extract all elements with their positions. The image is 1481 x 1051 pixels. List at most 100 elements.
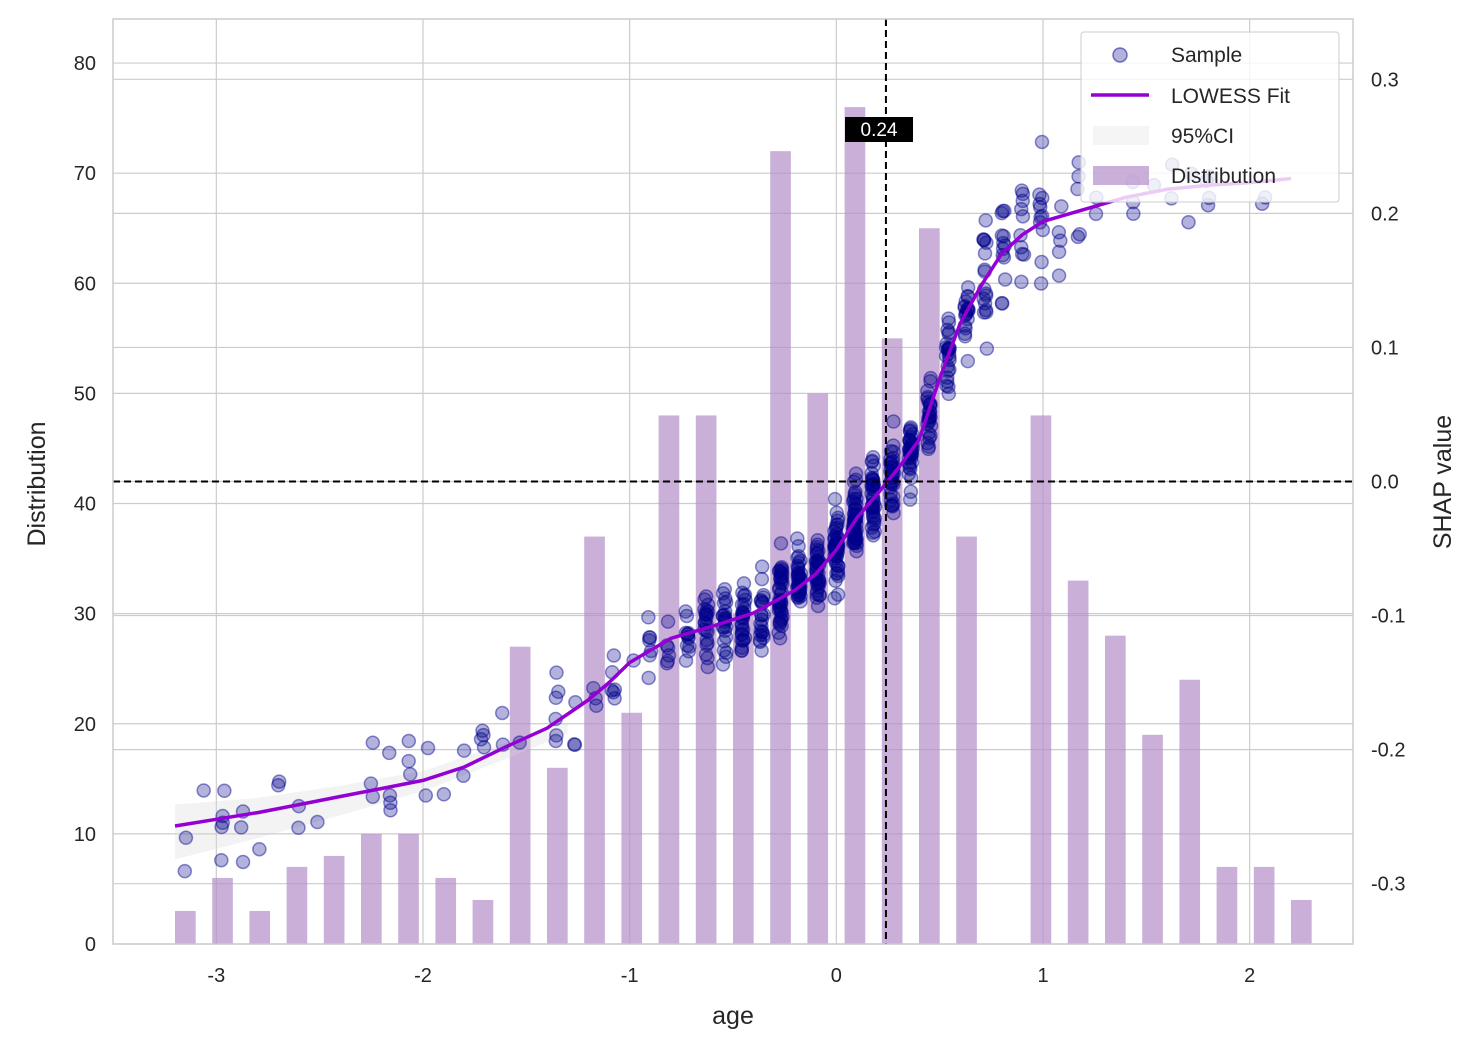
sample-point: [978, 288, 994, 303]
sample-point: [883, 492, 899, 508]
sample-point: [735, 622, 751, 637]
legend-sample-marker: [1112, 47, 1128, 63]
sample-point: [866, 528, 881, 543]
sample-point: [864, 454, 880, 470]
lowess-fit: [174, 176, 1292, 828]
sample-point: [774, 566, 790, 581]
distribution-bar: [1253, 866, 1275, 944]
sample-point: [475, 723, 490, 739]
sample-point: [830, 558, 846, 573]
sample-point: [940, 374, 955, 389]
sample-point: [957, 329, 973, 344]
sample-point: [811, 580, 826, 595]
sample-point: [734, 626, 749, 642]
sample-point: [809, 590, 824, 605]
sample-point: [809, 554, 824, 570]
sample-point: [772, 615, 788, 631]
sample-point: [734, 626, 750, 642]
sample-point: [809, 586, 824, 602]
sample-point: [660, 614, 676, 629]
sample-point: [886, 438, 901, 453]
sample-point: [847, 535, 863, 551]
sample-point: [1181, 214, 1196, 230]
y-right-tick-label: -0.1: [1371, 606, 1405, 628]
legend-lowess-label: LOWESS Fit: [1171, 85, 1290, 108]
sample-point: [697, 592, 712, 607]
sample-point: [791, 538, 806, 554]
sample-point: [700, 597, 716, 613]
distribution-bar: [1179, 679, 1201, 944]
sample-point: [549, 665, 564, 680]
sample-point: [827, 524, 842, 539]
distribution-bar: [249, 910, 271, 944]
sample-point: [828, 521, 844, 537]
sample-point: [772, 563, 787, 579]
sample-point: [699, 607, 715, 622]
sample-point: [700, 604, 716, 620]
sample-point: [235, 854, 251, 870]
sample-point: [903, 484, 919, 499]
sample-point: [734, 618, 750, 634]
sample-point: [847, 534, 862, 549]
sample-point: [830, 566, 846, 581]
distribution-bar: [1216, 866, 1238, 944]
sample-point: [604, 683, 619, 698]
sample-point: [828, 546, 843, 562]
sample-point: [214, 819, 229, 835]
sample-point: [642, 630, 657, 645]
distribution-bar: [286, 866, 308, 944]
sample-point: [864, 478, 879, 494]
sample-point: [847, 501, 863, 516]
sample-point: [790, 558, 805, 573]
sample-point: [775, 609, 790, 625]
sample-point: [793, 553, 808, 568]
distribution-bar: [175, 910, 196, 944]
sample-point: [865, 510, 881, 525]
sample-point: [1054, 199, 1069, 214]
sample-point: [607, 682, 623, 697]
sample-point: [848, 532, 864, 547]
sample-point: [903, 461, 918, 477]
sample-point: [1014, 246, 1030, 262]
sample-point: [774, 612, 789, 627]
sample-point: [699, 637, 714, 653]
sample-point: [812, 588, 827, 603]
sample-point: [682, 639, 697, 654]
sample-point: [849, 535, 864, 551]
sample-point: [830, 558, 846, 574]
sample-point: [1013, 201, 1029, 217]
sample-point: [383, 795, 398, 811]
sample-point: [883, 451, 898, 467]
sample-point: [418, 788, 434, 803]
sample-point: [979, 341, 995, 356]
sample-point: [903, 420, 919, 435]
sample-point: [715, 586, 731, 601]
sample-point: [866, 517, 881, 532]
sample-point: [774, 572, 790, 588]
sample-point: [791, 567, 806, 582]
sample-point: [829, 520, 844, 535]
sample-point: [809, 546, 825, 562]
sample-point: [436, 787, 452, 802]
sample-point: [808, 554, 824, 569]
sample-point: [1126, 206, 1141, 221]
sample-point: [773, 561, 789, 576]
distribution-bar: [323, 855, 345, 944]
sample-point: [698, 606, 713, 621]
sample-point: [774, 564, 789, 580]
sample-point: [738, 592, 753, 608]
sample-point: [995, 241, 1011, 257]
plot-frame: [112, 18, 1354, 945]
sample-point: [846, 535, 862, 551]
sample-point: [679, 638, 695, 653]
sample-point: [772, 614, 788, 629]
sample-point: [734, 597, 750, 612]
sample-point: [678, 604, 693, 619]
x-tick-label: 0: [831, 965, 842, 987]
sample-point: [756, 630, 771, 645]
sample-point: [773, 575, 789, 590]
sample-point: [716, 595, 732, 611]
sample-point: [810, 537, 825, 552]
sample-point: [737, 630, 753, 646]
sample-point: [829, 517, 844, 533]
